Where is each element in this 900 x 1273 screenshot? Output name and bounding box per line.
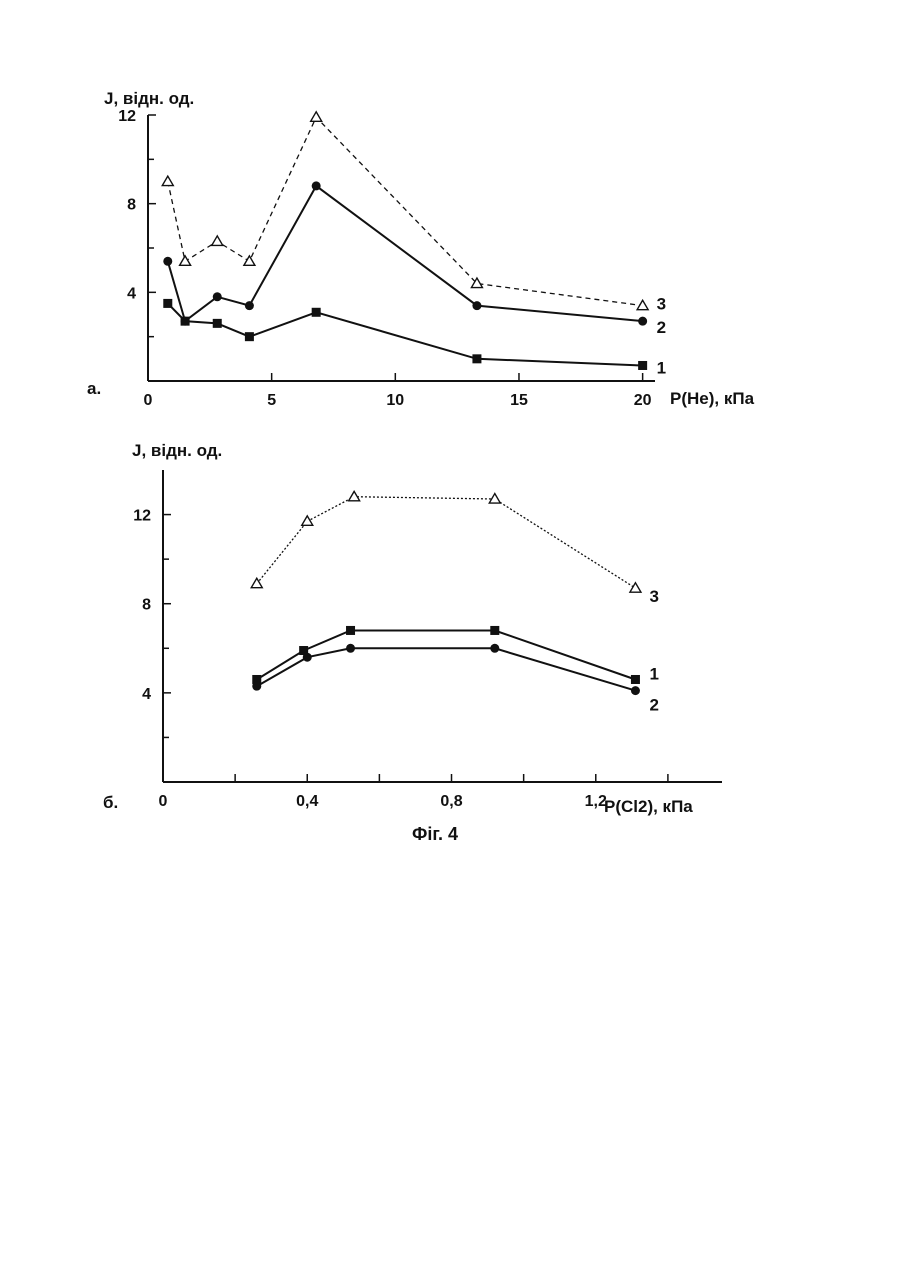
data-point xyxy=(638,317,647,326)
y-tick-label: 4 xyxy=(142,686,151,703)
data-point xyxy=(312,308,321,317)
data-point xyxy=(163,257,172,266)
data-point xyxy=(181,317,190,326)
y-tick-label: 12 xyxy=(133,508,151,525)
data-point xyxy=(213,292,222,301)
data-point xyxy=(637,300,648,309)
x-tick-label: 15 xyxy=(510,392,528,409)
data-point xyxy=(245,332,254,341)
x-tick-label: 10 xyxy=(386,392,404,409)
data-point xyxy=(349,491,360,500)
data-point xyxy=(472,354,481,363)
series-line-2 xyxy=(257,648,636,690)
series-label-2: 2 xyxy=(649,696,658,715)
data-point xyxy=(302,516,313,525)
panel-label: б. xyxy=(103,793,118,812)
x-tick-label: 1,2 xyxy=(585,793,607,810)
chart-panel-a: J, відн. од. P(He), кПа а. 051015204812 … xyxy=(87,89,755,409)
series-label-3: 3 xyxy=(657,295,666,314)
series-line-3 xyxy=(257,497,636,588)
x-tick-label: 0 xyxy=(159,793,168,810)
data-point xyxy=(490,626,499,635)
data-point xyxy=(244,256,255,265)
series-label-2: 2 xyxy=(657,318,666,337)
data-point xyxy=(631,686,640,695)
series-line-1 xyxy=(168,303,643,365)
series-line-2 xyxy=(168,186,643,321)
data-point xyxy=(346,626,355,635)
data-point xyxy=(631,675,640,684)
y-axis-label: J, відн. од. xyxy=(104,89,194,108)
data-point xyxy=(162,176,173,185)
y-tick-label: 8 xyxy=(142,597,151,614)
x-tick-label: 0 xyxy=(144,392,153,409)
data-point xyxy=(638,361,647,370)
series-line-3 xyxy=(168,117,643,305)
y-tick-label: 4 xyxy=(127,285,136,302)
y-axis-label: J, відн. од. xyxy=(132,441,222,460)
data-point xyxy=(163,299,172,308)
data-point xyxy=(180,256,191,265)
data-point xyxy=(472,301,481,310)
data-point xyxy=(212,236,223,245)
series-label-3: 3 xyxy=(649,587,658,606)
data-point xyxy=(490,644,499,653)
series-label-1: 1 xyxy=(657,358,666,377)
data-point xyxy=(346,644,355,653)
data-point xyxy=(245,301,254,310)
series-label-1: 1 xyxy=(649,664,658,683)
figure-caption: Фіг. 4 xyxy=(412,824,458,844)
x-tick-label: 5 xyxy=(267,392,276,409)
y-tick-label: 12 xyxy=(118,108,136,125)
x-tick-label: 20 xyxy=(634,392,652,409)
data-point xyxy=(252,682,261,691)
data-point xyxy=(312,181,321,190)
x-tick-label: 0,8 xyxy=(440,793,462,810)
panel-label: а. xyxy=(87,379,101,398)
data-point xyxy=(630,583,641,592)
chart-panel-b: J, відн. од. P(Cl2), кПа б. 0 0,4 0,8 1,2 4 8… xyxy=(103,441,722,816)
y-tick-label: 8 xyxy=(127,197,136,214)
data-point xyxy=(303,653,312,662)
x-axis-label: P(He), кПа xyxy=(670,389,755,408)
data-point xyxy=(311,112,322,121)
data-point xyxy=(213,319,222,328)
x-tick-label: 0,4 xyxy=(296,793,318,810)
x-axis-label: P(Cl2), кПа xyxy=(604,797,693,816)
